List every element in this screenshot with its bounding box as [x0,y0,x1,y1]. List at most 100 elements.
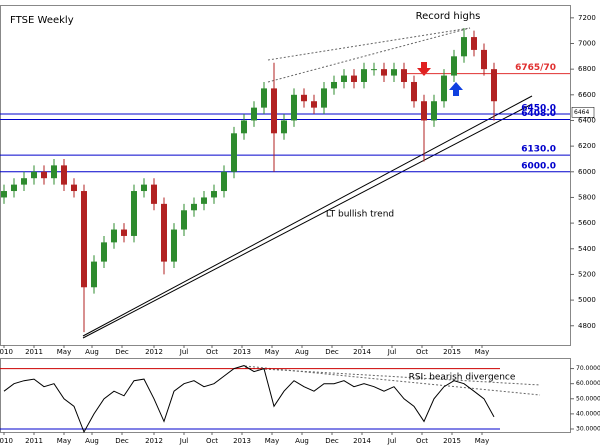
x-tick-label: Aug [295,437,309,445]
annotation: Record highs [416,11,481,22]
candle-body [91,261,97,288]
x-tick-label: 2015 [443,437,461,445]
candle-body [111,229,117,243]
x-tick-label: Oct [416,437,428,445]
candle-body [191,203,197,211]
candle-body [421,101,427,121]
candle-body [221,171,227,192]
price-frame [0,5,571,346]
x-tick-label: 2011 [25,437,43,445]
x-tick-label: Jul [387,348,397,356]
y-tick-label: 6000 [578,168,596,176]
x-tick-label: 2012 [145,437,163,445]
y-tick-label: 5200 [578,270,596,278]
candle-body [271,88,277,134]
rsi-frame [0,358,571,433]
last-price-label: 6464 [574,109,589,116]
x-tick-label: May [475,437,489,445]
candle-body [171,229,177,262]
candle-body [281,120,287,134]
candle-body [291,94,297,121]
candle-body [321,88,327,108]
candle-body [301,94,307,102]
candle-body [21,178,27,185]
down-arrow [417,62,431,76]
trend-line [82,103,533,339]
x-tick-label: Aug [85,348,99,356]
candle-body [201,197,207,204]
x-tick-label: May [57,348,71,356]
candle-body [411,81,417,102]
x-tick-label: Aug [295,348,309,356]
y-tick-label: 5000 [578,296,596,304]
y-tick-label: 5800 [578,193,596,201]
y-tick-label: 5400 [578,245,596,253]
level-label: 6130.0 [521,145,556,155]
x-tick-label: 2010 [0,437,13,445]
x-tick-label: 2011 [25,348,43,356]
x-tick-label: May [57,437,71,445]
y-tick-label: 5600 [578,219,596,227]
x-tick-label: Aug [85,437,99,445]
level-label: 6450.0 [521,104,556,114]
x-tick-label: May [475,348,489,356]
y-tick-label: 6600 [578,91,596,99]
candle-body [431,101,437,121]
candle-body [461,37,467,57]
y-tick-label: 7000 [578,39,596,47]
x-tick-label: Oct [206,348,218,356]
candle-body [331,81,337,89]
x-tick-label: Dec [325,437,339,445]
x-tick-label: Jul [387,437,397,445]
candle-body [241,120,247,134]
y-tick-label: 6400 [578,116,596,124]
candle-body [81,191,87,288]
candle-body [141,184,147,192]
candle-body [101,242,107,262]
rsi-line [3,365,495,434]
x-tick-label: Jul [179,348,189,356]
candle-body [391,69,397,76]
level-label: 6000.0 [521,161,556,171]
resistance-line [267,27,471,83]
candle-body [481,49,487,70]
candle-body [121,229,127,236]
level-label: 6765/70 [515,63,556,73]
x-tick-label: 2010 [0,348,13,356]
x-tick-label: May [265,437,279,445]
candle-body [261,88,267,108]
rsi-y-tick-label: 30.0000 [576,425,600,432]
candle-body [61,165,67,185]
x-tick-label: May [265,348,279,356]
rsi-y-tick-label: 40.0000 [576,410,600,417]
x-tick-label: 2012 [145,348,163,356]
rsi-y-tick-label: 60.0000 [576,380,600,387]
trend-line [82,95,533,337]
x-tick-label: 2014 [353,348,371,356]
candle-body [311,101,317,108]
y-tick-label: 7200 [578,14,596,22]
rsi-y-tick-label: 50.0000 [576,395,600,402]
x-tick-label: Dec [115,437,129,445]
x-tick-label: 2015 [443,348,461,356]
candle-body [161,203,167,262]
x-tick-label: 2014 [353,437,371,445]
candle-body [371,69,377,71]
rsi-annotation: RSI: bearish divergence [409,373,516,383]
annotation: LT bullish trend [326,210,394,220]
x-tick-label: 2013 [233,437,251,445]
divergence-line [244,367,541,386]
candle-body [401,69,407,82]
y-tick-label: 6800 [578,65,596,73]
candle-body [471,37,477,50]
last-price-box [571,107,595,118]
candle-body [231,133,237,172]
y-tick-label: 6200 [578,142,596,150]
candle-body [151,184,157,204]
candle-body [131,191,137,236]
candle-body [181,210,187,230]
x-tick-label: Oct [416,348,428,356]
level-label: 6408.0 [521,109,556,119]
